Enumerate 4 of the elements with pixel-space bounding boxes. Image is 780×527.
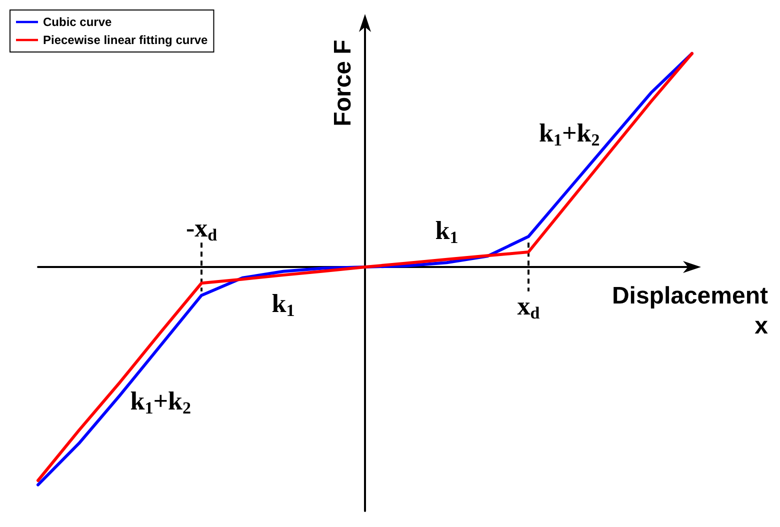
x-axis-title: Displacement x [612, 282, 769, 340]
legend-label: Piecewise linear fitting curve [43, 33, 208, 47]
y-axis-title: Force F [330, 40, 356, 126]
legend-label: Cubic curve [43, 15, 112, 29]
